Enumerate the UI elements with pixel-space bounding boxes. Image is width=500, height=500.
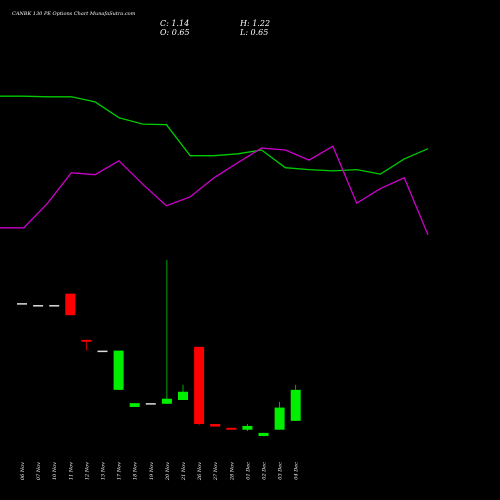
x-tick-label: 18 Nov xyxy=(133,462,139,480)
x-tick-label: 26 Nov xyxy=(197,462,203,481)
indicator-line xyxy=(0,95,429,175)
x-tick-label: 06 Nov xyxy=(20,462,26,480)
candle-body xyxy=(129,403,140,407)
candle-body xyxy=(49,305,60,307)
candle-body xyxy=(33,305,44,307)
x-tick-label: 17 Nov xyxy=(117,462,123,480)
candle-body xyxy=(17,303,27,305)
x-tick-label: 12 Nov xyxy=(84,462,90,480)
candle-body xyxy=(258,432,269,437)
x-tick-label: 10 Nov xyxy=(52,462,58,480)
x-tick-label: 13 Nov xyxy=(101,462,107,480)
high-info: H: 1.22 xyxy=(239,19,270,28)
candle-body xyxy=(178,391,188,400)
candle-body xyxy=(274,407,285,430)
open-info: O: 0.65 xyxy=(160,28,190,37)
candle-body xyxy=(242,425,253,430)
candle-body xyxy=(145,403,156,405)
indicator-line xyxy=(0,145,429,236)
x-tick-label: 27 Nov xyxy=(213,462,219,481)
x-tick-label: 20 Nov xyxy=(165,462,171,481)
candle-body xyxy=(161,398,172,404)
candle-body xyxy=(226,427,237,430)
x-tick-label: 07 Nov xyxy=(36,462,42,480)
close-info: C: 1.14 xyxy=(160,19,189,28)
x-tick-label: 04 Dec xyxy=(294,462,300,480)
candle-body xyxy=(210,424,221,427)
candle-body xyxy=(113,350,124,390)
low-info: L: 0.65 xyxy=(239,28,268,37)
x-tick-label: 28 Nov xyxy=(229,462,235,481)
x-tick-label: 01 Dec xyxy=(245,462,251,480)
x-tick-label: 19 Nov xyxy=(149,462,155,480)
x-tick-label: 11 Nov xyxy=(68,462,74,480)
x-tick-label: 21 Nov xyxy=(181,462,187,481)
candle-body xyxy=(81,339,92,342)
chart-title: CANBK 130 PE Options Chart MunafaSutra.c… xyxy=(12,11,136,17)
candle-body xyxy=(65,293,76,316)
x-tick-label: 03 Dec xyxy=(278,462,284,480)
x-tick-label: 02 Dec xyxy=(262,462,268,480)
candle-body xyxy=(194,346,205,425)
candle-body xyxy=(290,389,301,421)
candle-body xyxy=(97,350,108,353)
